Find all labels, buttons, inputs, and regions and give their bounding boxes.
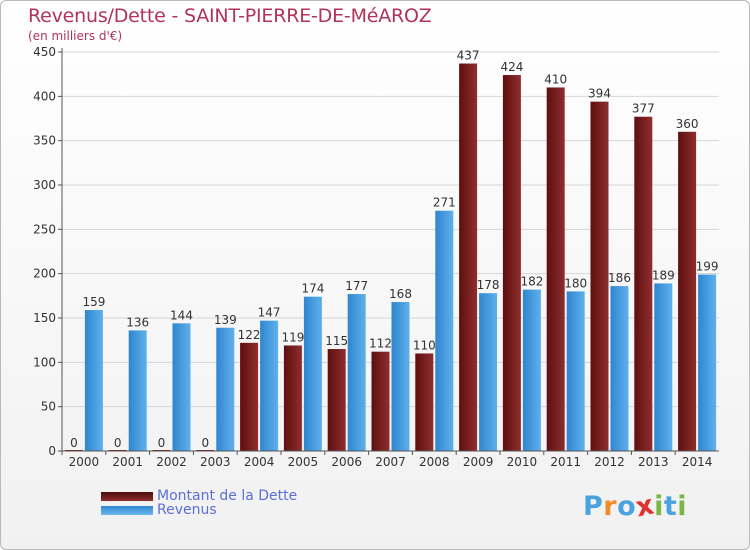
data-label-revenus: 178 bbox=[477, 278, 500, 292]
x-tick-label: 2014 bbox=[682, 455, 713, 469]
data-label-revenus: 189 bbox=[652, 268, 675, 282]
data-label-debt: 437 bbox=[457, 49, 480, 63]
x-tick-label: 2007 bbox=[375, 455, 406, 469]
data-label-revenus: 199 bbox=[696, 260, 719, 274]
x-tick-label: 2011 bbox=[550, 455, 581, 469]
data-label-debt: 0 bbox=[70, 436, 78, 450]
proxiti-logo: Proxiti bbox=[583, 489, 688, 523]
legend-item-revenus: Revenus bbox=[101, 503, 217, 517]
bar-revenus bbox=[84, 310, 103, 451]
data-label-debt: 110 bbox=[413, 338, 436, 352]
legend-swatch-revenus bbox=[101, 505, 153, 515]
data-label-revenus: 147 bbox=[258, 306, 281, 320]
bar-revenus bbox=[610, 286, 629, 451]
bar-debt bbox=[327, 349, 346, 451]
data-label-revenus: 144 bbox=[170, 308, 193, 322]
data-label-debt: 394 bbox=[588, 87, 611, 101]
bar-debt bbox=[283, 345, 302, 451]
bar-revenus bbox=[654, 283, 673, 451]
x-tick-label: 2003 bbox=[200, 455, 231, 469]
bar-revenus bbox=[566, 291, 585, 451]
data-label-revenus: 159 bbox=[82, 295, 105, 309]
bar-debt bbox=[546, 87, 565, 451]
x-tick-label: 2000 bbox=[69, 455, 100, 469]
bar-revenus bbox=[303, 296, 322, 451]
legend-label-debt: Montant de la Dette bbox=[157, 488, 298, 504]
bar-debt bbox=[590, 101, 609, 452]
legend-swatch-debt bbox=[101, 491, 153, 501]
x-tick-label: 2004 bbox=[244, 455, 275, 469]
y-tick-label: 450 bbox=[33, 45, 56, 59]
x-tick-label: 2001 bbox=[112, 455, 143, 469]
logo-letter: P bbox=[583, 491, 604, 522]
legend-label-revenus: Revenus bbox=[157, 502, 217, 518]
data-label-revenus: 168 bbox=[389, 287, 412, 301]
y-tick-label: 250 bbox=[33, 222, 56, 236]
data-label-debt: 115 bbox=[325, 334, 348, 348]
chart-title: Revenus/Dette - SAINT-PIERRE-DE-MéAROZ bbox=[28, 5, 432, 27]
legend-item-debt: Montant de la Dette bbox=[101, 489, 297, 503]
x-tick-label: 2013 bbox=[638, 455, 669, 469]
data-label-debt: 112 bbox=[369, 337, 392, 351]
data-label-debt: 0 bbox=[201, 436, 209, 450]
bar-debt bbox=[415, 353, 434, 451]
y-tick-label: 200 bbox=[33, 267, 56, 281]
logo-letter: i bbox=[677, 491, 688, 522]
data-label-debt: 410 bbox=[544, 72, 567, 86]
x-tick-label: 2005 bbox=[288, 455, 319, 469]
chart-subtitle: (en milliers d'€) bbox=[28, 29, 123, 43]
y-tick-label: 0 bbox=[48, 444, 56, 458]
logo-letter: i bbox=[654, 491, 664, 522]
bar-revenus bbox=[128, 330, 147, 451]
x-tick-label: 2008 bbox=[419, 455, 450, 469]
bar-debt bbox=[371, 351, 390, 451]
data-label-revenus: 186 bbox=[608, 271, 631, 285]
logo-letter: r bbox=[603, 491, 618, 522]
bar-revenus bbox=[435, 210, 454, 451]
logo-letter: t bbox=[663, 491, 678, 522]
data-label-debt: 424 bbox=[500, 60, 523, 74]
data-label-revenus: 271 bbox=[433, 196, 456, 210]
x-tick-label: 2009 bbox=[463, 455, 494, 469]
data-label-revenus: 177 bbox=[345, 279, 368, 293]
data-label-debt: 0 bbox=[114, 436, 122, 450]
bar-revenus bbox=[260, 320, 279, 451]
bar-revenus bbox=[347, 294, 366, 451]
y-tick-label: 100 bbox=[33, 355, 56, 369]
y-tick-label: 150 bbox=[33, 311, 56, 325]
data-label-revenus: 139 bbox=[214, 313, 237, 327]
bar-revenus bbox=[391, 302, 410, 451]
data-label-revenus: 174 bbox=[301, 282, 324, 296]
x-tick-label: 2002 bbox=[156, 455, 187, 469]
bar-revenus bbox=[479, 293, 498, 451]
y-tick-label: 50 bbox=[41, 400, 56, 414]
y-tick-label: 350 bbox=[33, 134, 56, 148]
bar-revenus bbox=[522, 289, 541, 451]
data-label-revenus: 182 bbox=[520, 275, 543, 289]
data-label-revenus: 136 bbox=[126, 315, 149, 329]
data-label-debt: 122 bbox=[238, 328, 261, 342]
data-label-debt: 0 bbox=[158, 436, 166, 450]
bar-debt bbox=[240, 342, 259, 451]
x-tick-label: 2012 bbox=[594, 455, 625, 469]
bar-debt bbox=[678, 131, 697, 452]
bar-revenus bbox=[216, 327, 235, 451]
y-tick-label: 300 bbox=[33, 178, 56, 192]
x-tick-label: 2010 bbox=[507, 455, 538, 469]
data-label-revenus: 180 bbox=[564, 276, 587, 290]
y-tick-label: 400 bbox=[33, 89, 56, 103]
bar-debt bbox=[502, 75, 521, 451]
data-label-debt: 377 bbox=[632, 102, 655, 116]
data-label-debt: 119 bbox=[281, 330, 304, 344]
bar-revenus bbox=[172, 323, 191, 451]
bar-debt bbox=[634, 116, 653, 451]
bar-revenus bbox=[698, 274, 717, 451]
data-label-debt: 360 bbox=[676, 117, 699, 131]
bar-debt bbox=[459, 63, 478, 451]
x-tick-label: 2006 bbox=[331, 455, 362, 469]
logo-letter: o bbox=[617, 491, 637, 522]
